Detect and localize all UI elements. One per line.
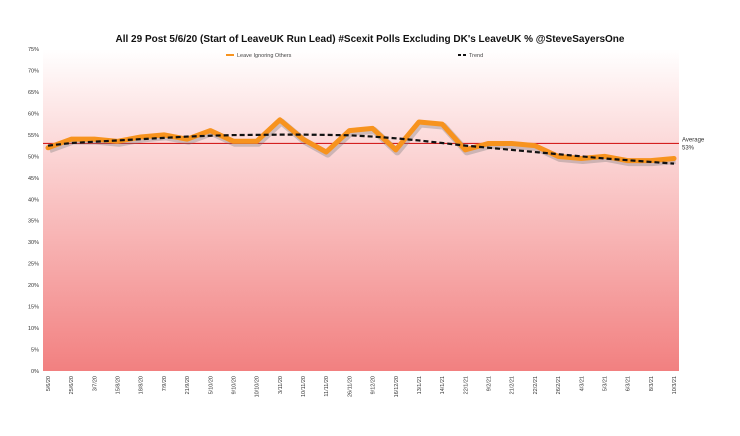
y-tick-label: 35% xyxy=(28,219,39,225)
y-tick-label: 70% xyxy=(28,68,39,74)
x-tick-label: 26/11/20 xyxy=(347,376,353,397)
x-tick-label: 4/3/21 xyxy=(579,376,585,391)
x-tick-label: 21/2/21 xyxy=(510,376,516,394)
y-tick-label: 0% xyxy=(31,369,39,375)
x-tick-label: 26/2/21 xyxy=(556,376,562,394)
x-tick-label: 15/8/20 xyxy=(116,376,122,394)
x-tick-label: 10/11/20 xyxy=(301,376,307,397)
x-tick-label: 5/10/20 xyxy=(208,376,214,394)
average-label: Average xyxy=(682,137,705,143)
x-tick-label: 6/3/21 xyxy=(626,376,632,391)
x-tick-label: 11/11/20 xyxy=(324,376,330,397)
x-tick-label: 9/10/20 xyxy=(231,376,237,394)
y-tick-label: 30% xyxy=(28,240,39,246)
y-tick-label: 10% xyxy=(28,326,39,332)
y-tick-label: 45% xyxy=(28,176,39,182)
series-leave-ignoring-others xyxy=(45,117,677,164)
y-tick-label: 5% xyxy=(31,348,39,354)
x-tick-label: 10/10/20 xyxy=(255,376,261,397)
legend-leave-ignoring-others: Leave Ignoring Others xyxy=(226,53,292,59)
y-tick-label: 40% xyxy=(28,197,39,203)
y-tick-label: 50% xyxy=(28,154,39,160)
x-tick-label: 7/9/20 xyxy=(162,376,168,391)
x-tick-label: 22/2/21 xyxy=(533,376,539,394)
y-tick-label: 55% xyxy=(28,133,39,139)
legend-trend: Trend xyxy=(458,53,483,59)
x-tick-label: 5/3/21 xyxy=(602,376,608,391)
y-tick-label: 25% xyxy=(28,262,39,268)
x-tick-label: 10/3/21 xyxy=(672,376,678,394)
x-tick-label: 25/6/20 xyxy=(69,376,75,394)
x-tick-label: 13/1/21 xyxy=(417,376,423,394)
chart-title: All 29 Post 5/6/20 (Start of LeaveUK Run… xyxy=(116,34,625,45)
legend-trend-label: Trend xyxy=(469,53,483,59)
legend-leave-ignoring-others-label: Leave Ignoring Others xyxy=(237,53,292,59)
x-tick-label: 9/12/20 xyxy=(371,376,377,394)
x-tick-label: 14/1/21 xyxy=(440,376,446,394)
x-tick-label: 8/3/21 xyxy=(649,376,655,391)
x-tick-label: 9/2/21 xyxy=(487,376,493,391)
y-tick-label: 65% xyxy=(28,90,39,96)
x-tick-label: 3/11/20 xyxy=(278,376,284,394)
average-value-label: 53% xyxy=(682,145,695,151)
y-tick-label: 20% xyxy=(28,283,39,289)
y-tick-label: 60% xyxy=(28,111,39,117)
y-tick-label: 15% xyxy=(28,305,39,311)
x-tick-label: 22/1/21 xyxy=(463,376,469,394)
x-tick-label: 5/6/20 xyxy=(46,376,52,391)
series-trend xyxy=(47,133,675,165)
plot-area xyxy=(43,49,679,371)
x-tick-label: 18/8/20 xyxy=(139,376,145,394)
y-tick-label: 75% xyxy=(28,47,39,53)
x-tick-label: 21/9/20 xyxy=(185,376,191,394)
x-tick-label: 3/7/20 xyxy=(92,376,98,391)
x-tick-label: 16/12/20 xyxy=(394,376,400,397)
